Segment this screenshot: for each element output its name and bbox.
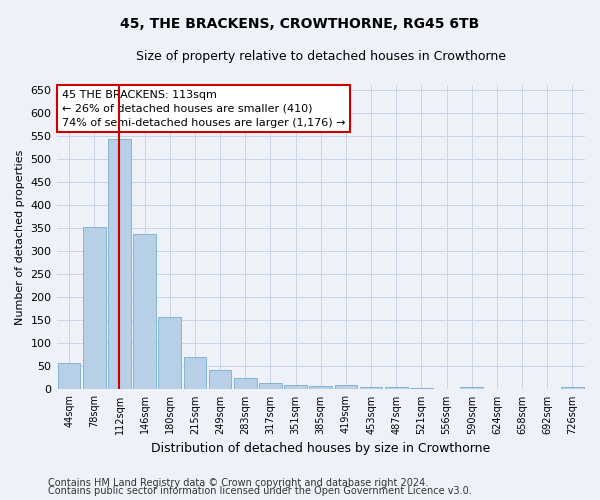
Text: 45 THE BRACKENS: 113sqm
← 26% of detached houses are smaller (410)
74% of semi-d: 45 THE BRACKENS: 113sqm ← 26% of detache… [62,90,346,128]
Bar [108,139,131,390]
Bar [410,388,433,390]
Bar [58,362,80,390]
Bar [133,234,156,390]
Bar [460,387,483,390]
Bar [184,357,206,390]
Bar [209,370,232,390]
Bar [561,387,584,390]
Text: 45, THE BRACKENS, CROWTHORNE, RG45 6TB: 45, THE BRACKENS, CROWTHORNE, RG45 6TB [121,18,479,32]
Bar [385,387,407,390]
Bar [83,226,106,390]
Bar [284,385,307,390]
Bar [234,378,257,390]
Bar [360,387,382,390]
Bar [158,317,181,390]
Title: Size of property relative to detached houses in Crowthorne: Size of property relative to detached ho… [136,50,506,63]
Bar [259,382,282,390]
Text: Contains HM Land Registry data © Crown copyright and database right 2024.: Contains HM Land Registry data © Crown c… [48,478,428,488]
X-axis label: Distribution of detached houses by size in Crowthorne: Distribution of detached houses by size … [151,442,490,455]
Text: Contains public sector information licensed under the Open Government Licence v3: Contains public sector information licen… [48,486,472,496]
Y-axis label: Number of detached properties: Number of detached properties [15,150,25,325]
Bar [335,385,357,390]
Bar [310,386,332,390]
